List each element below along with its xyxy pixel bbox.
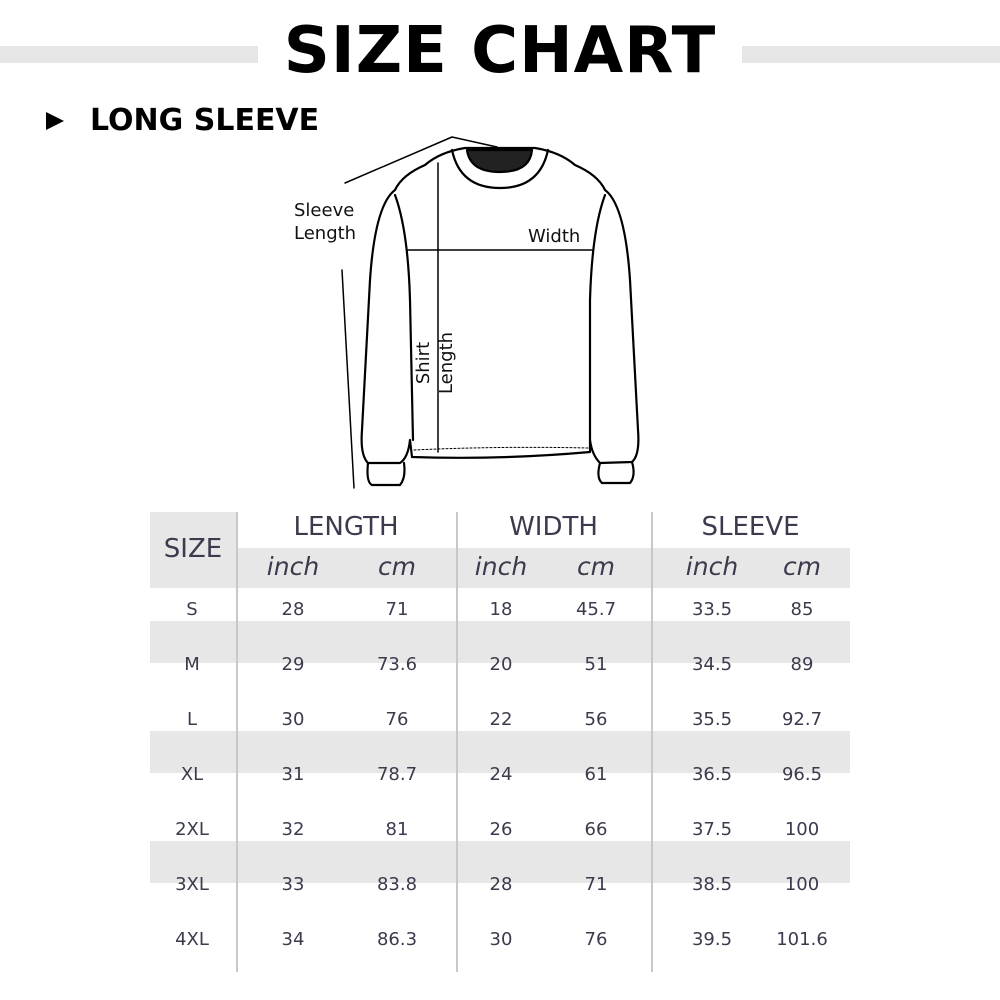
table-cell: 92.7 xyxy=(781,709,823,730)
size-cell: S xyxy=(186,599,198,620)
table-cell: 22 xyxy=(489,709,513,730)
table-cell: 61 xyxy=(584,764,608,785)
table-cell: 56 xyxy=(584,709,608,730)
size-header: SIZE xyxy=(163,534,223,564)
unit-header-band xyxy=(236,548,850,588)
table-cell: 32 xyxy=(281,819,305,840)
size-cell: M xyxy=(184,654,200,675)
unit-header: cm xyxy=(377,552,417,581)
page-title: SIZE CHART xyxy=(283,14,717,88)
triangle-bullet-icon xyxy=(46,111,64,130)
table-cell: 71 xyxy=(385,599,409,620)
table-cell: 66 xyxy=(584,819,608,840)
shirt-length-label: Shirt Length xyxy=(413,331,457,395)
table-cell: 33.5 xyxy=(691,599,733,620)
size-cell: L xyxy=(186,709,198,730)
subtitle-text: LONG SLEEVE xyxy=(90,103,320,138)
unit-header: inch xyxy=(685,552,739,581)
column-divider xyxy=(236,512,238,972)
table-cell: 20 xyxy=(489,654,513,675)
table-cell: 33 xyxy=(281,874,305,895)
table-cell: 30 xyxy=(489,929,513,950)
sleeve-length-line-lower xyxy=(341,269,355,489)
table-cell: 100 xyxy=(784,819,820,840)
table-cell: 76 xyxy=(385,709,409,730)
group-header: WIDTH xyxy=(509,512,598,542)
table-cell: 45.7 xyxy=(575,599,617,620)
table-cell: 29 xyxy=(281,654,305,675)
table-cell: 81 xyxy=(385,819,409,840)
table-cell: 28 xyxy=(489,874,513,895)
size-cell: 3XL xyxy=(175,874,209,895)
size-cell: 2XL xyxy=(175,819,209,840)
row-band xyxy=(150,841,850,883)
left-cuff xyxy=(366,461,406,487)
hem-stitch xyxy=(413,446,589,451)
unit-header: cm xyxy=(576,552,616,581)
subtitle: LONG SLEEVE xyxy=(46,103,319,138)
size-header-band xyxy=(150,512,236,588)
table-cell: 28 xyxy=(281,599,305,620)
table-cell: 78.7 xyxy=(376,764,418,785)
size-cell: 4XL xyxy=(175,929,209,950)
table-cell: 85 xyxy=(790,599,814,620)
sleeve-length-label: Sleeve Length xyxy=(294,200,357,244)
table-cell: 30 xyxy=(281,709,305,730)
table-cell: 34.5 xyxy=(691,654,733,675)
unit-header: inch xyxy=(266,552,320,581)
row-band xyxy=(150,731,850,773)
row-band xyxy=(150,621,850,663)
unit-header: inch xyxy=(474,552,528,581)
sleeve-length-line xyxy=(344,136,498,184)
collar-outer xyxy=(450,148,550,190)
title-bar-right xyxy=(742,46,1000,63)
title-bar-left xyxy=(0,46,258,63)
size-table: SIZE LENGTH WIDTH SLEEVE inch cm inch cm inch cm S… xyxy=(150,512,850,972)
collar-inner xyxy=(465,148,534,174)
table-cell: 96.5 xyxy=(781,764,823,785)
table-cell: 83.8 xyxy=(376,874,418,895)
right-cuff xyxy=(597,460,635,485)
unit-header: cm xyxy=(782,552,822,581)
table-cell: 71 xyxy=(584,874,608,895)
right-sleeve-seam xyxy=(588,193,607,442)
size-cell: XL xyxy=(180,764,204,785)
table-cell: 86.3 xyxy=(376,929,418,950)
group-header: SLEEVE xyxy=(701,512,800,542)
table-cell: 51 xyxy=(584,654,608,675)
table-cell: 36.5 xyxy=(691,764,733,785)
sweater-outline xyxy=(360,146,640,465)
table-cell: 26 xyxy=(489,819,513,840)
width-label: Width xyxy=(528,226,581,247)
table-cell: 38.5 xyxy=(691,874,733,895)
table-cell: 73.6 xyxy=(376,654,418,675)
table-cell: 37.5 xyxy=(691,819,733,840)
group-header: LENGTH xyxy=(293,512,399,542)
table-cell: 76 xyxy=(584,929,608,950)
table-cell: 39.5 xyxy=(691,929,733,950)
column-divider xyxy=(651,512,653,972)
left-sleeve-seam xyxy=(393,193,415,442)
table-cell: 101.6 xyxy=(776,929,828,950)
column-divider xyxy=(456,512,458,972)
table-cell: 34 xyxy=(281,929,305,950)
table-cell: 18 xyxy=(489,599,513,620)
table-cell: 89 xyxy=(790,654,814,675)
table-cell: 35.5 xyxy=(691,709,733,730)
table-cell: 24 xyxy=(489,764,513,785)
sweater-diagram xyxy=(341,136,640,489)
table-cell: 100 xyxy=(784,874,820,895)
table-cell: 31 xyxy=(281,764,305,785)
